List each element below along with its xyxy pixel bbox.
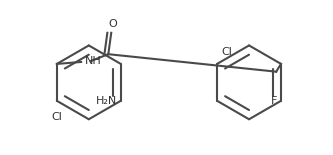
Text: NH: NH	[85, 56, 102, 66]
Text: Cl: Cl	[51, 113, 62, 122]
Text: Cl: Cl	[221, 47, 232, 57]
Text: H₂N: H₂N	[96, 96, 117, 106]
Text: F: F	[271, 96, 277, 106]
Text: O: O	[109, 19, 118, 29]
